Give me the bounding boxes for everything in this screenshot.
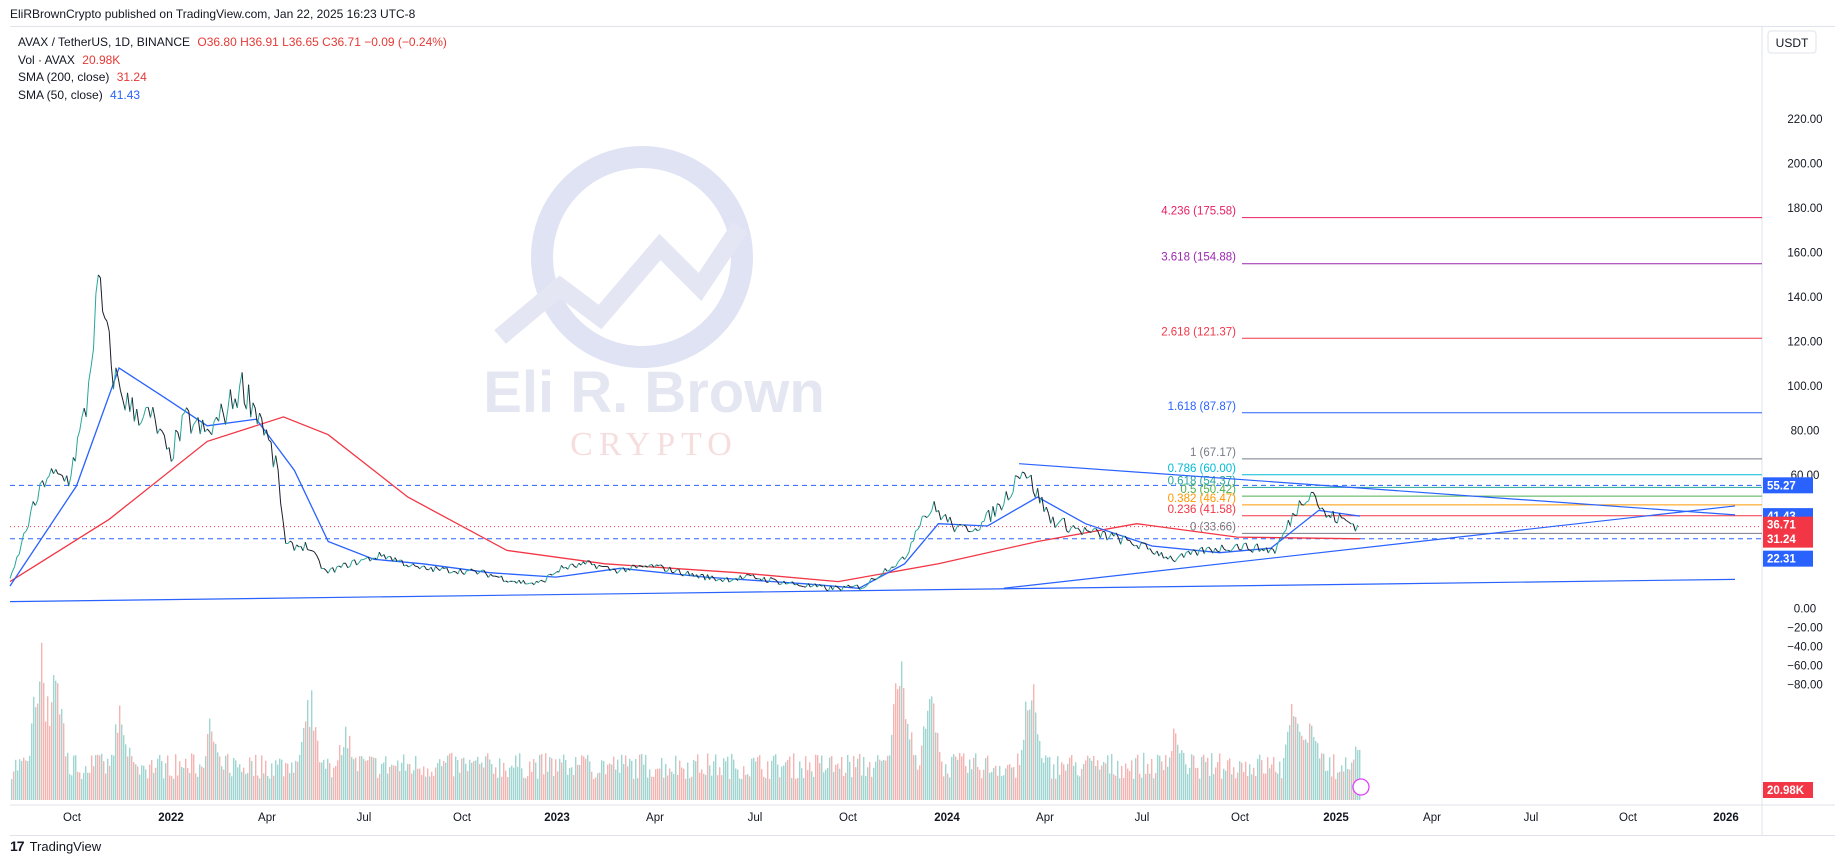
x-tick-label: Oct — [1231, 812, 1250, 824]
x-tick-label: Jul — [748, 812, 763, 824]
x-tick-label: Apr — [646, 812, 664, 824]
legend-vol-value: 20.98K — [82, 52, 121, 67]
footer: 17 TradingView — [10, 838, 101, 854]
y-tick-label: 120.00 — [1787, 336, 1822, 348]
fib-level-label: 2.618 (121.37) — [1161, 326, 1236, 338]
legend-ohlc: O36.80 H36.91 L36.65 C36.71 −0.09 (−0.24… — [197, 35, 447, 49]
price-badge-label: 55.27 — [1767, 480, 1796, 492]
y-tick-label: 0.00 — [1794, 603, 1816, 615]
fib-level-label: 1.618 (87.87) — [1168, 401, 1237, 413]
x-tick-label: 2024 — [934, 812, 960, 824]
legend-sma200-row[interactable]: SMA (200, close) 31.24 — [18, 69, 447, 87]
watermark-ring-icon — [531, 146, 753, 368]
watermark-sub: CRYPTO — [570, 426, 738, 463]
y-tick-label: 80.00 — [1791, 425, 1820, 437]
fib-level-label: 3.618 (154.88) — [1161, 252, 1236, 264]
legend-sma50-label: SMA (50, close) — [18, 87, 103, 102]
fib-level-label: 4.236 (175.58) — [1161, 206, 1236, 218]
x-tick-label: Oct — [63, 812, 82, 824]
x-tick-label: 2026 — [1713, 812, 1739, 824]
price-badge — [1763, 550, 1813, 567]
legend-symbol: AVAX / TetherUS, 1D, BINANCE — [18, 35, 191, 49]
trendline — [1019, 463, 1736, 516]
frame-bottom-divider — [10, 835, 1835, 836]
fib-level-label: 0 (33.66) — [1190, 521, 1236, 533]
y-tick-label: 180.00 — [1787, 203, 1822, 215]
x-tick-label: Oct — [839, 812, 858, 824]
y-tick-label: −60.00 — [1787, 660, 1823, 672]
y-tick-label: 100.00 — [1787, 381, 1822, 393]
y-tick-label: 220.00 — [1787, 114, 1822, 126]
price-badge — [1763, 782, 1813, 798]
replay-lightning-icon — [1352, 778, 1370, 796]
price-badge-label: 36.71 — [1767, 520, 1796, 532]
x-tick-label: Jul — [1135, 812, 1150, 824]
price-badge — [1763, 516, 1813, 533]
price-badge — [1763, 530, 1813, 547]
x-tick-label: 2023 — [544, 812, 570, 824]
currency-button — [1767, 30, 1817, 54]
chart-legend: AVAX / TetherUS, 1D, BINANCE O36.80 H36.… — [18, 34, 447, 104]
fib-level-label: 0.236 (41.58) — [1168, 504, 1237, 516]
x-tick-label: Oct — [1619, 812, 1638, 824]
fib-level-label: 0.382 (46.47) — [1168, 493, 1237, 505]
price-badge-label: 31.24 — [1767, 534, 1796, 546]
legend-sma200-value: 31.24 — [116, 70, 147, 84]
fib-level-label: 0.786 (60.00) — [1168, 463, 1237, 475]
x-tick-label: Oct — [453, 812, 472, 824]
sma50-line — [9, 367, 1361, 589]
legend-symbol-row[interactable]: AVAX / TetherUS, 1D, BINANCE O36.80 H36.… — [18, 34, 447, 52]
x-tick-label: Jul — [1524, 812, 1539, 824]
fib-level-label: 0.5 (50.42) — [1180, 484, 1236, 496]
price-badge — [1763, 477, 1813, 494]
y-tick-label: −80.00 — [1787, 679, 1823, 691]
y-tick-label: 160.00 — [1787, 247, 1822, 259]
y-tick-label: −20.00 — [1787, 622, 1823, 634]
price-badge-label: 20.98K — [1767, 785, 1805, 797]
trendline — [9, 578, 1736, 603]
price-candles — [9, 274, 1359, 592]
legend-sma200-label: SMA (200, close) — [18, 70, 110, 84]
currency-label: USDT — [1776, 36, 1809, 50]
watermark-name: Eli R. Brown — [483, 360, 825, 425]
frame-top-divider — [10, 26, 1835, 27]
price-badge-label: 22.31 — [1767, 554, 1796, 566]
x-tick-label: Apr — [258, 812, 276, 824]
y-tick-label: 200.00 — [1787, 158, 1822, 170]
x-tick-label: Jul — [357, 812, 372, 824]
volume-histogram — [11, 642, 1361, 800]
legend-vol-label: Vol · AVAX — [18, 52, 75, 67]
x-tick-label: Apr — [1036, 812, 1054, 824]
y-tick-label: 140.00 — [1787, 292, 1822, 304]
legend-sma50-row[interactable]: SMA (50, close) 41.43 — [18, 87, 447, 105]
watermark-arrow-icon — [494, 222, 748, 344]
y-tick-label: −40.00 — [1787, 641, 1823, 653]
legend-sma50-value: 41.43 — [110, 87, 141, 102]
fib-level-label: 1 (67.17) — [1190, 447, 1236, 459]
trendline — [1003, 505, 1736, 589]
publish-info: EliRBrownCrypto published on TradingView… — [10, 7, 416, 21]
tradingview-logo-icon[interactable]: 17 — [10, 838, 25, 854]
footer-brand[interactable]: TradingView — [29, 838, 102, 854]
x-tick-label: 2025 — [1323, 812, 1349, 824]
x-tick-label: Apr — [1423, 812, 1441, 824]
legend-volume-row[interactable]: Vol · AVAX 20.98K — [18, 52, 447, 70]
x-tick-label: 2022 — [158, 812, 184, 824]
